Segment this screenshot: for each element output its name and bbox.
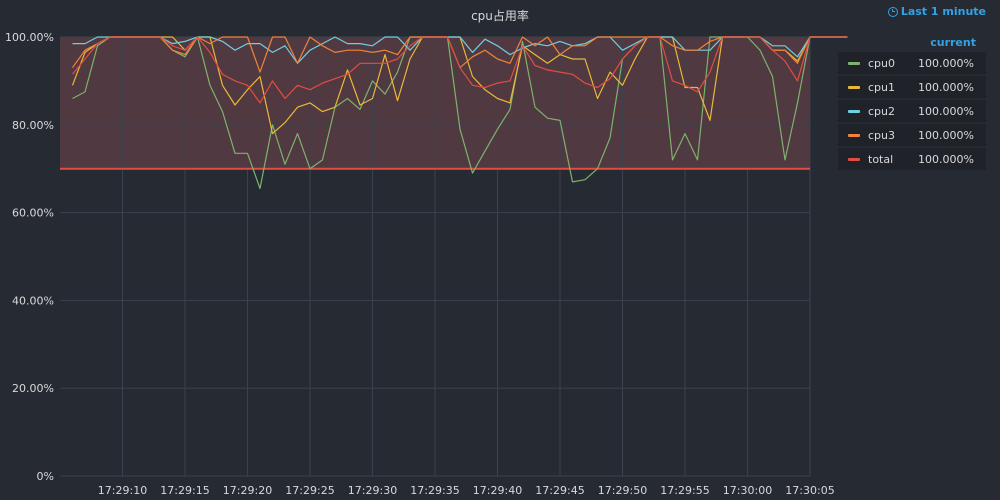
series-line-cpu0: [72, 36, 848, 190]
y-tick-label: 80.00%: [12, 119, 54, 132]
time-range-label: Last 1 minute: [900, 5, 986, 18]
x-tick-label: 17:29:30: [348, 484, 397, 497]
time-range-picker[interactable]: Last 1 minute: [887, 5, 986, 18]
series-line-cpu2: [72, 36, 848, 64]
legend-item-value: 100.000%: [918, 152, 974, 166]
legend-swatch: [848, 109, 860, 113]
x-tick-label: 17:29:25: [285, 484, 334, 497]
legend-item-cpu1[interactable]: cpu1 100.000%: [838, 76, 986, 98]
x-tick-label: 17:29:10: [98, 484, 147, 497]
y-tick-label: 20.00%: [12, 382, 54, 395]
legend-item-name: cpu3: [868, 128, 896, 142]
x-tick-label: 17:29:45: [535, 484, 584, 497]
y-tick-label: 40.00%: [12, 294, 54, 307]
legend-header-current[interactable]: current: [930, 36, 976, 49]
x-tick-label: 17:29:40: [473, 484, 522, 497]
legend-item-cpu2[interactable]: cpu2 100.000%: [838, 100, 986, 122]
y-tick-label: 60.00%: [12, 207, 54, 220]
legend-item-value: 100.000%: [918, 104, 974, 118]
x-tick-label: 17:29:50: [598, 484, 647, 497]
legend: current cpu0 100.000% cpu1 100.000% cpu2…: [838, 36, 986, 172]
legend-swatch: [848, 61, 860, 65]
x-tick-label: 17:30:05: [785, 484, 834, 497]
clock-icon: [887, 6, 898, 17]
y-tick-label: 100.00%: [5, 31, 54, 44]
legend-swatch: [848, 133, 860, 137]
panel-title: cpu占用率: [471, 9, 529, 23]
x-tick-label: 17:29:35: [410, 484, 459, 497]
legend-item-total[interactable]: total 100.000%: [838, 148, 986, 170]
x-tick-label: 17:30:00: [723, 484, 772, 497]
x-tick-label: 17:29:55: [660, 484, 709, 497]
x-tick-label: 17:29:20: [223, 484, 272, 497]
legend-item-name: total: [868, 152, 894, 166]
series-line-total: [72, 36, 848, 104]
legend-item-name: cpu2: [868, 104, 896, 118]
y-tick-label: 0%: [37, 470, 54, 483]
legend-item-value: 100.000%: [918, 128, 974, 142]
legend-item-name: cpu0: [868, 56, 896, 70]
legend-swatch: [848, 157, 860, 161]
legend-swatch: [848, 85, 860, 89]
legend-item-value: 100.000%: [918, 80, 974, 94]
legend-item-value: 100.000%: [918, 56, 974, 70]
legend-item-cpu0[interactable]: cpu0 100.000%: [838, 52, 986, 74]
legend-item-cpu3[interactable]: cpu3 100.000%: [838, 124, 986, 146]
legend-item-name: cpu1: [868, 80, 896, 94]
x-tick-label: 17:29:15: [160, 484, 209, 497]
